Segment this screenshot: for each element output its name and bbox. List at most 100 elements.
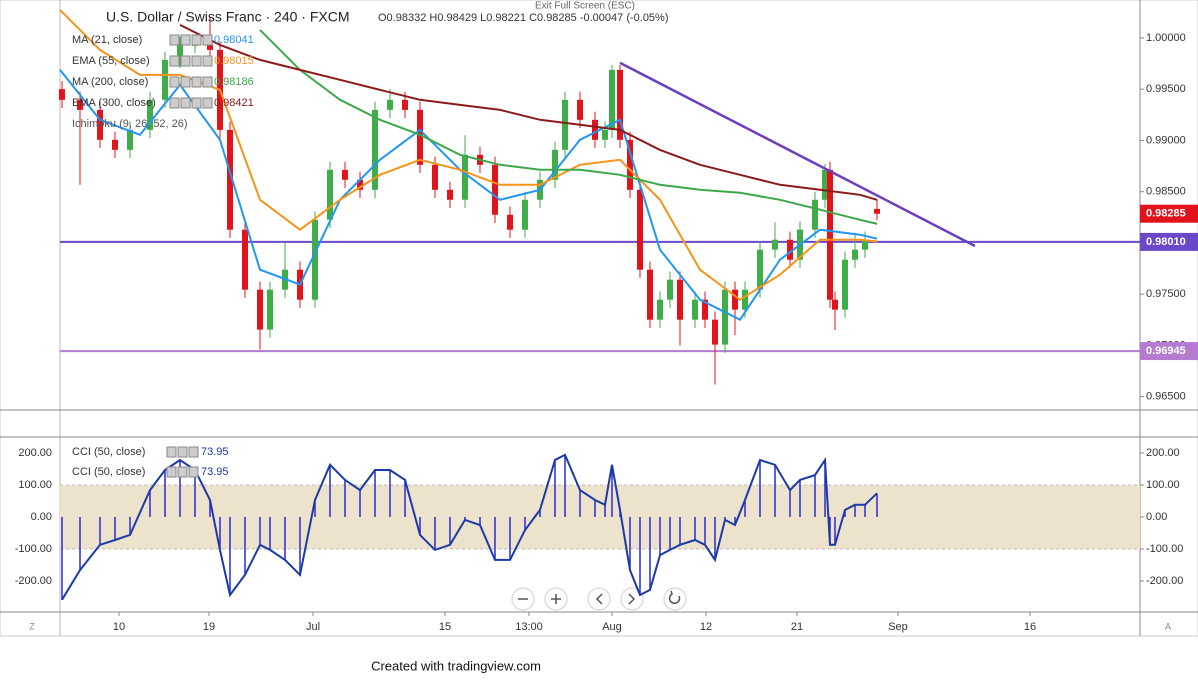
candle-body — [387, 99, 393, 110]
candle-body — [732, 289, 738, 310]
candle-body — [242, 229, 248, 290]
scroll-right[interactable] — [620, 587, 644, 611]
y-tick-label: 100.00 — [1146, 479, 1180, 491]
legend-value: 73.95 — [201, 466, 229, 478]
candle-body — [372, 109, 378, 190]
x-tick-label: 19 — [203, 621, 215, 633]
candle-body — [562, 99, 568, 150]
legend-icon — [188, 466, 199, 478]
legend-value: 0.98421 — [214, 97, 254, 109]
legend-icon — [169, 97, 180, 109]
candle-body — [602, 129, 608, 140]
candle-body — [832, 299, 838, 310]
candle-body — [417, 109, 423, 165]
candle-body — [312, 219, 318, 300]
reset[interactable] — [663, 587, 687, 611]
y-tick-label: -100.00 — [1146, 543, 1183, 555]
candle-body — [677, 279, 683, 320]
y-tick-label: 0.99500 — [1146, 83, 1186, 95]
candle-body — [874, 208, 880, 214]
y-tick-label: 200.00 — [18, 447, 52, 459]
candle-body — [77, 99, 83, 110]
candle-body — [637, 189, 643, 270]
icon — [595, 593, 603, 605]
legend-name: CCI (50, close) — [72, 466, 145, 478]
x-tick-label: Jul — [306, 621, 320, 633]
legend-icon — [202, 76, 213, 88]
y-tick-label: -200.00 — [1146, 575, 1183, 587]
cci-line — [61, 453, 878, 601]
legend-icon — [202, 97, 213, 109]
legend-icon — [191, 76, 202, 88]
candle-body — [492, 164, 498, 215]
legend-icon — [169, 76, 180, 88]
candle-body — [852, 249, 858, 260]
candle-body — [402, 99, 408, 110]
legend-icon — [166, 466, 177, 478]
candle-body — [647, 269, 653, 320]
scale-button[interactable]: Z — [29, 621, 35, 631]
x-tick-label: 10 — [113, 621, 125, 633]
y-tick-label: 0.97500 — [1146, 288, 1186, 300]
legend-icon — [191, 34, 202, 46]
nav-buttons — [511, 587, 687, 611]
y-tick-label: 200.00 — [1146, 447, 1180, 459]
legend-icon — [169, 55, 180, 67]
y-tick-label: 0.00 — [1146, 511, 1167, 523]
candle-body — [267, 289, 273, 330]
level-label: 0.98010 — [1146, 236, 1186, 248]
candle-body — [722, 289, 728, 345]
candle-body — [97, 109, 103, 140]
candle-body — [507, 214, 513, 230]
y-tick-label: 0.96500 — [1146, 391, 1186, 403]
legend-name: EMA (55, close) — [72, 55, 150, 67]
level-label-box — [1140, 232, 1198, 251]
legend-value: 0.98186 — [214, 76, 254, 88]
candle-body — [577, 99, 583, 120]
legend-icon — [177, 446, 188, 458]
legend-value: 0.98015 — [214, 55, 254, 67]
candle-body — [657, 299, 663, 320]
candle-body — [59, 89, 65, 100]
level-label: 0.96945 — [1146, 345, 1186, 357]
legend-icon — [180, 34, 191, 46]
candle-body — [742, 289, 748, 310]
x-tick-label: 21 — [791, 621, 803, 633]
scale-button[interactable]: A — [1165, 621, 1171, 631]
x-tick-label: Sep — [888, 621, 908, 633]
x-tick-label: 15 — [439, 621, 451, 633]
candle-body — [257, 289, 263, 330]
exit-fullscreen[interactable]: Exit Full Screen (ESC) — [535, 1, 635, 12]
y-tick-label: -200.00 — [15, 575, 52, 587]
legend-value: 73.95 — [201, 446, 229, 458]
candle-body — [112, 139, 118, 150]
icon — [668, 590, 681, 605]
candle-body — [617, 69, 623, 140]
candle-body — [592, 119, 598, 140]
candle-body — [432, 164, 438, 190]
candle-body — [842, 259, 848, 310]
candle-body — [227, 129, 233, 230]
moving-average — [59, 69, 878, 321]
legend-icon — [191, 55, 202, 67]
y-tick-label: -100.00 — [15, 543, 52, 555]
candle-body — [812, 199, 818, 230]
candle-body — [522, 199, 528, 230]
icon — [628, 593, 636, 605]
legend-name: MA (200, close) — [72, 76, 148, 88]
legend-icon — [180, 76, 191, 88]
candle-body — [127, 129, 133, 150]
candle-body — [327, 169, 333, 220]
y-tick-label: 0.98500 — [1146, 186, 1186, 198]
y-tick-label: 0.99000 — [1146, 134, 1186, 146]
scroll-left[interactable] — [587, 587, 611, 611]
legend-name: CCI (50, close) — [72, 446, 145, 458]
candle-body — [787, 239, 793, 260]
x-tick-label: 12 — [700, 621, 712, 633]
legend-value: 0.98041 — [214, 34, 254, 46]
legend-icon — [191, 97, 202, 109]
candle-body — [342, 169, 348, 180]
legend-icon — [177, 466, 188, 478]
candle-body — [757, 249, 763, 290]
candle-body — [827, 169, 833, 300]
